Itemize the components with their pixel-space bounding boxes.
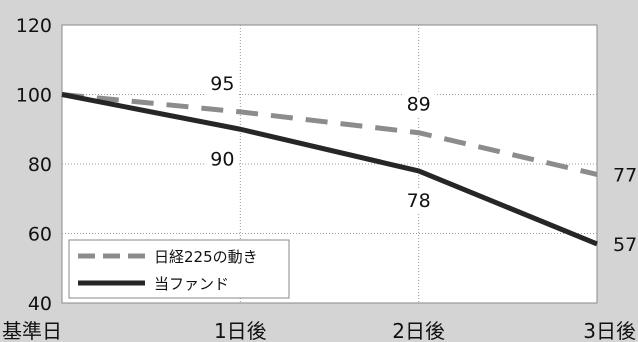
legend-box (68, 239, 290, 299)
data-label-bg (611, 163, 638, 188)
series-line-fund (61, 92, 598, 247)
x-tick-label: 3日後 (583, 319, 636, 342)
x-tick-label: 2日後 (392, 319, 445, 342)
x-tick-label: 1日後 (214, 319, 267, 342)
legend-label-nikkei: 日経225の動き (154, 248, 258, 266)
data-label: 90 (210, 148, 234, 170)
data-label: 89 (407, 94, 431, 116)
data-label: 57 (613, 234, 637, 256)
series-lines (61, 92, 598, 247)
data-label: 78 (407, 190, 431, 212)
data-label: 77 (613, 164, 637, 186)
data-label-bg (206, 147, 239, 172)
y-tick-label: 60 (28, 224, 52, 246)
y-tick-label: 40 (28, 293, 52, 315)
legend-label-fund: 当ファンド (154, 275, 229, 293)
axis-ticks: 40 60 80 100 120 基準日 1日後 2日後 3日後 (2, 15, 636, 342)
y-tick-label: 100 (16, 85, 52, 107)
data-label-bg (402, 92, 435, 117)
y-tick-label: 80 (28, 154, 52, 176)
x-tick-label: 基準日 (2, 319, 62, 342)
data-label: 95 (210, 73, 234, 95)
data-label-bg (611, 232, 638, 257)
data-label-bg (206, 71, 239, 96)
data-label-bg (402, 188, 435, 213)
legend: 日経225の動き 当ファンド (68, 239, 290, 299)
data-labels: 95 90 89 78 77 57 (206, 71, 638, 257)
y-tick-label: 120 (16, 15, 52, 37)
series-line-nikkei (61, 92, 598, 177)
